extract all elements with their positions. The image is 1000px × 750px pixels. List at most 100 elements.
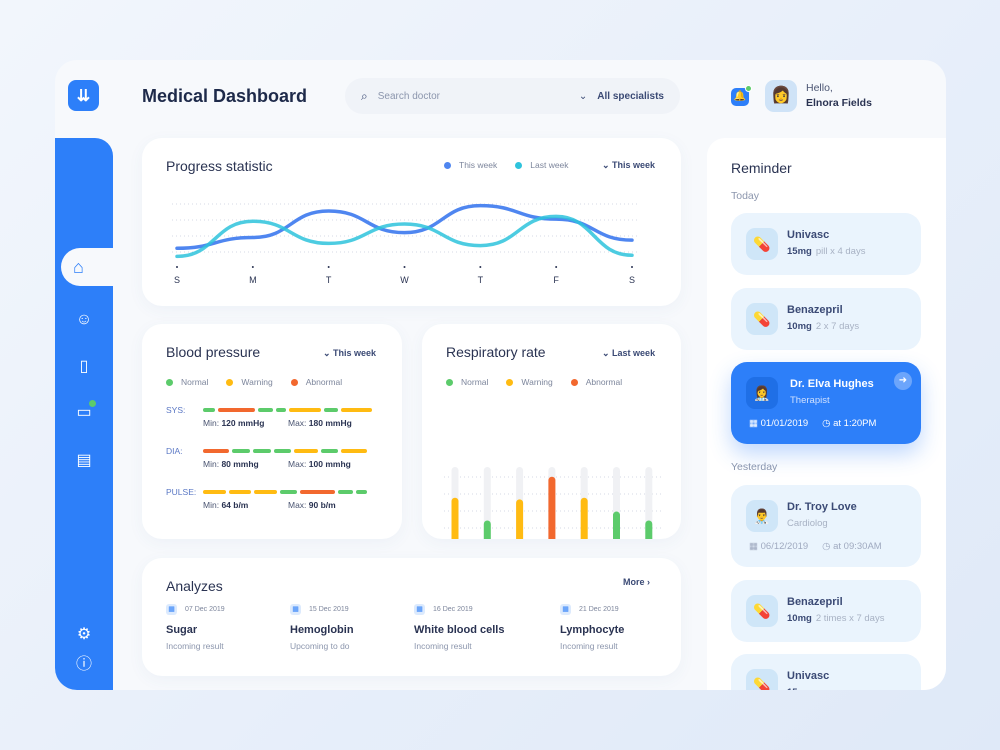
pill-bottle-icon: 💊	[746, 669, 778, 690]
medication-name: Benazepril	[787, 304, 843, 316]
bp-min: Min: 120 mmHg	[203, 418, 265, 428]
bp-segment-warning	[294, 449, 318, 453]
doctor-role: Therapist	[790, 395, 830, 406]
bp-bar	[203, 449, 367, 453]
x-tick-label: S	[174, 275, 180, 285]
respiratory-card: Respiratory rate ⌄ Last week Normal Warn…	[422, 324, 681, 539]
legend-normal: Normal	[446, 377, 488, 387]
medication-card[interactable]: 💊 Benazepril 10mg 2 x 7 days	[731, 288, 921, 350]
legend-abnormal: Abnormal	[290, 377, 342, 387]
analysis-item[interactable]: ▦ 07 Dec 2019 Sugar Incoming result	[166, 604, 225, 651]
calendar-icon: ▦	[166, 604, 177, 615]
analysis-name: Lymphocyte	[560, 624, 625, 636]
analysis-date: 15 Dec 2019	[309, 606, 349, 613]
legend-abnormal: Abnormal	[570, 377, 622, 387]
analysis-item[interactable]: ▦ 15 Dec 2019 Hemoglobin Upcoming to do	[290, 604, 354, 651]
bp-min: Min: 80 mmhg	[203, 459, 259, 469]
clipboard-icon: ▯	[79, 358, 89, 375]
search-icon: ⌕	[361, 88, 368, 103]
message-badge	[89, 400, 96, 407]
progress-title: Progress statistic	[166, 158, 273, 174]
bp-segment-warning	[341, 449, 367, 453]
legend-warning: Warning	[226, 377, 273, 387]
chevron-right-icon: ›	[647, 577, 651, 587]
sidebar: ⌂ ☺ ▯ ▭ ▤ ⚙ ⓘ	[55, 138, 113, 690]
bp-segment-normal	[323, 408, 338, 412]
sidebar-item-doctors[interactable]: ☺	[72, 308, 96, 332]
specialist-select[interactable]: All specialists	[597, 90, 664, 102]
bp-segment-normal	[232, 449, 251, 453]
bp-range-dropdown[interactable]: ⌄ This week	[323, 348, 377, 358]
user-name: Elnora Fields	[806, 97, 872, 109]
analysis-item[interactable]: ▦ 21 Dec 2019 Lymphocyte Incoming result	[560, 604, 624, 651]
medication-dose: 15mg pill x 4 days	[787, 246, 866, 257]
bp-title: Blood pressure	[166, 344, 261, 360]
appointment-card-active[interactable]: 👩‍⚕️ Dr. Elva Hughes Therapist ▦ 01/01/2…	[731, 362, 921, 444]
x-tick-label: W	[400, 275, 409, 285]
series-line-this-week	[175, 203, 634, 251]
search-input[interactable]: Search doctor	[377, 90, 440, 102]
bar	[580, 497, 588, 539]
medication-card[interactable]: 💊 Univasc 15mg	[731, 654, 921, 690]
reminder-title: Reminder	[731, 160, 792, 176]
sidebar-item-home[interactable]: ⌂	[61, 248, 113, 286]
legend-warning: Warning	[506, 377, 553, 387]
progress-range-dropdown[interactable]: ⌄ This week	[602, 160, 656, 170]
medication-dose: 15mg	[787, 687, 816, 690]
sidebar-item-messages[interactable]: ▭	[72, 400, 96, 424]
bar	[451, 497, 459, 539]
medication-card[interactable]: 💊 Benazepril 10mg 2 times x 7 days	[731, 580, 921, 642]
bp-segment-normal	[279, 490, 298, 494]
x-tick-label: F	[553, 275, 559, 285]
resp-title: Respiratory rate	[446, 344, 546, 360]
info-button[interactable]: ⓘ	[72, 650, 96, 674]
logo-icon[interactable]: ⇊	[68, 80, 99, 111]
calendar-icon: ▦	[749, 418, 758, 429]
avatar[interactable]: 👩	[765, 80, 797, 112]
analysis-item[interactable]: ▦ 16 Dec 2019 White blood cells Incoming re…	[414, 604, 504, 651]
home-icon: ⌂	[73, 256, 84, 277]
x-tick-label: M	[249, 275, 257, 285]
search-bar[interactable]: ⌕ Search doctor ⌄ All specialists	[345, 78, 680, 114]
doctor-name: Dr. Troy Love	[787, 501, 857, 513]
sidebar-item-inbox[interactable]: ▤	[72, 448, 96, 472]
more-link[interactable]: More ›	[623, 577, 651, 587]
analysis-status: Upcoming to do	[290, 641, 350, 651]
calendar-icon: ▦	[560, 604, 571, 615]
legend-this-week: This week	[444, 160, 497, 170]
sidebar-item-records[interactable]: ▯	[72, 354, 96, 378]
bar	[516, 499, 524, 539]
clock-icon: ◷	[822, 541, 831, 552]
analysis-date: 21 Dec 2019	[579, 606, 619, 613]
resp-range-dropdown[interactable]: ⌄ Last week	[602, 348, 656, 358]
arrow-right-icon[interactable]: ➜	[894, 372, 912, 390]
medication-name: Univasc	[787, 670, 830, 682]
bp-segment-normal	[275, 408, 287, 412]
blood-pressure-card: Blood pressure ⌄ This week Normal Warnin…	[142, 324, 402, 539]
greeting: Hello,	[806, 82, 833, 94]
analysis-name: Sugar	[166, 624, 198, 636]
x-tick-label: T	[326, 275, 332, 285]
legend-normal: Normal	[166, 377, 208, 387]
x-tick	[631, 266, 633, 268]
bar	[613, 511, 620, 539]
x-tick	[403, 266, 406, 268]
bp-segment-abnormal	[217, 408, 255, 412]
doctor-icon: ☺	[75, 311, 93, 328]
bp-segment-warning	[340, 408, 372, 412]
medication-name: Benazepril	[787, 596, 843, 608]
medication-card[interactable]: 💊 Univasc 15mg pill x 4 days	[731, 213, 921, 275]
bp-bar	[203, 408, 372, 412]
x-tick	[555, 266, 558, 268]
calendar-icon: ▦	[414, 604, 425, 615]
settings-button[interactable]: ⚙	[72, 622, 96, 646]
progress-legend: This week Last week	[444, 160, 569, 170]
x-tick	[176, 266, 178, 268]
medication-dose: 10mg 2 x 7 days	[787, 321, 860, 332]
doctor-avatar: 👩‍⚕️	[746, 377, 778, 409]
appointment-card[interactable]: 👨‍⚕️ Dr. Troy Love Cardiolog ▦ 06/12/201…	[731, 485, 921, 567]
notification-button[interactable]: 🔔	[731, 85, 752, 106]
x-tick-label: T	[478, 275, 484, 285]
